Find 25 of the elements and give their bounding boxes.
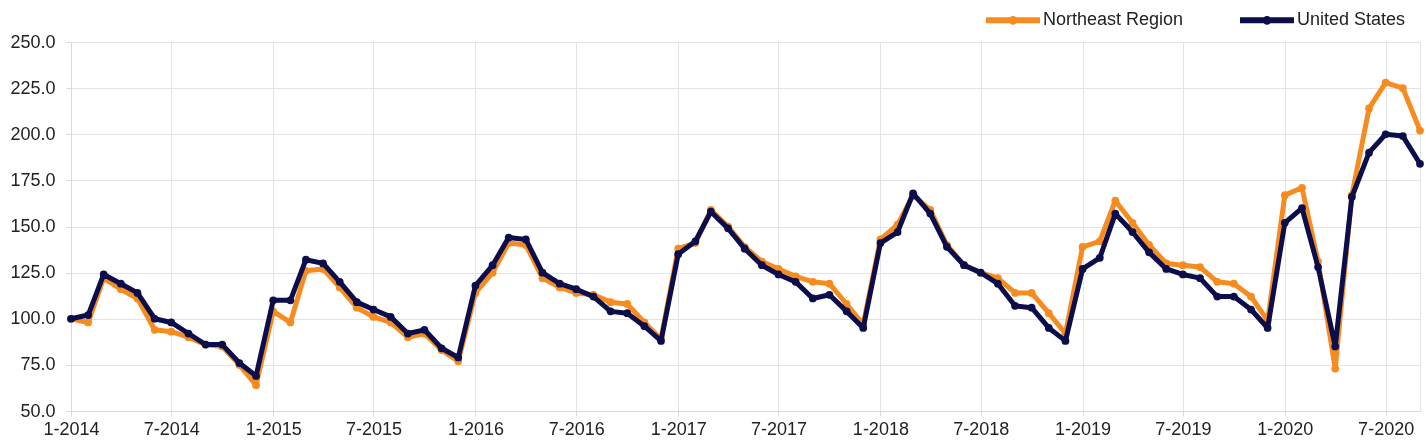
x-tick-label: 7-2016 <box>548 418 605 439</box>
y-tick-label: 250.0 <box>10 31 56 52</box>
x-tick-label: 1-2019 <box>1055 418 1112 439</box>
y-tick-label: 150.0 <box>10 216 56 236</box>
y-tick-label: 200.0 <box>10 123 56 144</box>
legend-label: United States <box>1297 9 1406 30</box>
x-tick-label: 1-2017 <box>650 418 707 439</box>
y-tick-label: 175.0 <box>10 169 56 190</box>
y-tick-label: 75.0 <box>20 354 56 375</box>
y-tick-label: 100.0 <box>10 308 56 329</box>
x-tick-label: 7-2015 <box>345 418 403 439</box>
legend-label: Northeast Region <box>1043 9 1184 30</box>
y-tick-label: 225.0 <box>10 77 56 98</box>
y-tick-label: 125.0 <box>10 262 56 283</box>
y-tick-label: 50.0 <box>20 400 56 421</box>
x-tick-label: 1-2018 <box>852 418 909 439</box>
x-tick-label: 7-2020 <box>1358 418 1415 439</box>
x-tick-label: 1-2016 <box>447 418 504 439</box>
x-tick-label: 1-2014 <box>43 418 100 439</box>
x-tick-label: 1-2020 <box>1257 418 1314 439</box>
x-tick-label: 7-2017 <box>750 418 807 439</box>
x-tick-label: 7-2019 <box>1155 418 1212 439</box>
x-tick-label: 7-2014 <box>143 418 200 439</box>
x-tick-label: 7-2018 <box>953 418 1010 439</box>
x-tick-label: 1-2015 <box>245 418 302 439</box>
